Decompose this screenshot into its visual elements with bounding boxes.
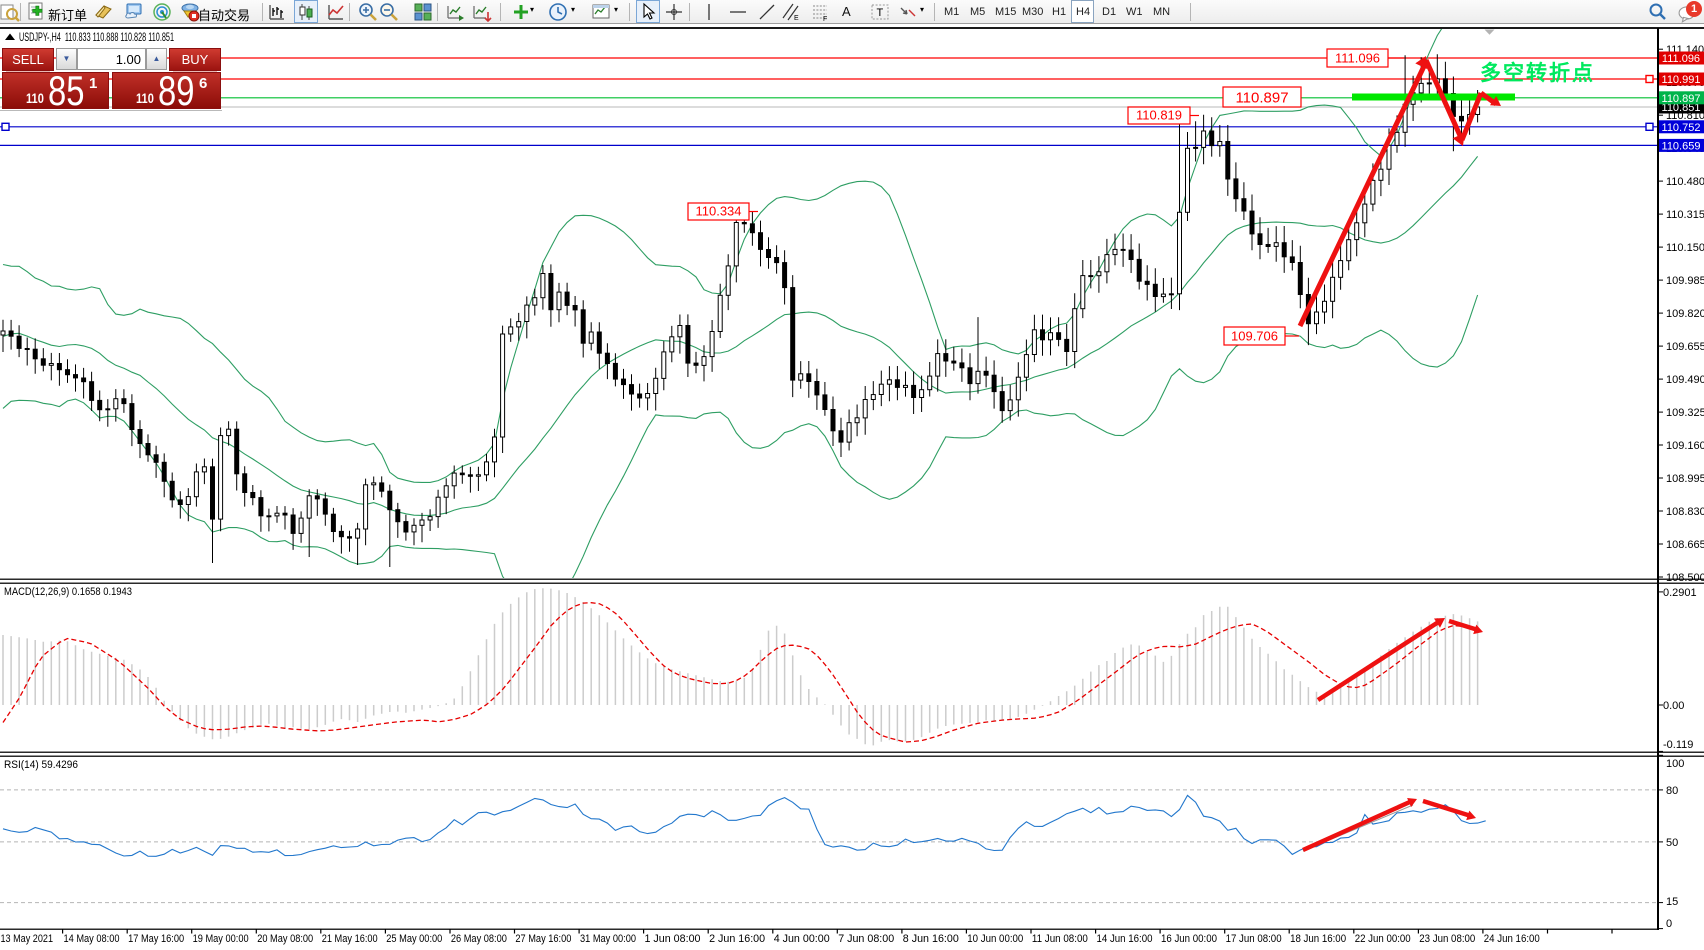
svg-text:25 May 00:00: 25 May 00:00 <box>386 933 442 945</box>
svg-text:110.150: 110.150 <box>1666 242 1704 254</box>
svg-text:15: 15 <box>1666 896 1678 908</box>
svg-text:T: T <box>877 7 884 19</box>
svg-text:13 May 2021: 13 May 2021 <box>1 933 54 945</box>
svg-text:109.820: 109.820 <box>1666 308 1704 320</box>
svg-text:多空转折点: 多空转折点 <box>1480 61 1595 85</box>
svg-text:109.706: 109.706 <box>1231 329 1278 344</box>
svg-text:80: 80 <box>1666 785 1678 797</box>
svg-text:110.752: 110.752 <box>1662 122 1701 134</box>
svg-text:14 Jun 16:00: 14 Jun 16:00 <box>1097 933 1153 945</box>
svg-text:110.480: 110.480 <box>1666 176 1704 188</box>
svg-text:17 May 16:00: 17 May 16:00 <box>128 933 184 945</box>
svg-text:111.096: 111.096 <box>1662 53 1700 65</box>
svg-text:0.00: 0.00 <box>1663 700 1684 712</box>
svg-text:108.665: 108.665 <box>1666 539 1704 551</box>
svg-text:2 Jun 16:00: 2 Jun 16:00 <box>709 933 765 945</box>
svg-text:RSI(14) 59.4296: RSI(14) 59.4296 <box>4 759 78 771</box>
svg-text:USDJPY-,H4 110.833 110.888 11: USDJPY-,H4 110.833 110.888 110.828 110.8… <box>19 30 174 44</box>
svg-text:31 May 00:00: 31 May 00:00 <box>580 933 636 945</box>
svg-text:F: F <box>823 16 827 22</box>
svg-text:110.897: 110.897 <box>1662 93 1701 105</box>
svg-text:109.490: 109.490 <box>1666 374 1704 386</box>
svg-text:110.334: 110.334 <box>695 204 741 219</box>
svg-text:17 Jun 08:00: 17 Jun 08:00 <box>1226 933 1282 945</box>
svg-text:8 Jun 16:00: 8 Jun 16:00 <box>903 933 959 945</box>
svg-text:11 Jun 08:00: 11 Jun 08:00 <box>1032 933 1088 945</box>
svg-text:109.985: 109.985 <box>1666 275 1704 287</box>
svg-text:16 Jun 00:00: 16 Jun 00:00 <box>1161 933 1217 945</box>
svg-text:7 Jun 08:00: 7 Jun 08:00 <box>838 933 894 945</box>
svg-text:109.655: 109.655 <box>1666 341 1704 353</box>
svg-text:10 Jun 00:00: 10 Jun 00:00 <box>967 933 1023 945</box>
svg-text:-0.119: -0.119 <box>1663 739 1693 751</box>
svg-text:0.2901: 0.2901 <box>1663 587 1697 599</box>
svg-text:110.659: 110.659 <box>1662 140 1701 152</box>
svg-text:4 Jun 00:00: 4 Jun 00:00 <box>774 933 830 945</box>
svg-text:20 May 08:00: 20 May 08:00 <box>257 933 313 945</box>
svg-text:E: E <box>794 15 799 22</box>
svg-text:108.500: 108.500 <box>1666 572 1704 584</box>
svg-text:18 Jun 16:00: 18 Jun 16:00 <box>1290 933 1346 945</box>
svg-text:111.096: 111.096 <box>1335 51 1380 66</box>
svg-text:110.991: 110.991 <box>1662 74 1701 86</box>
svg-text:109.325: 109.325 <box>1666 407 1704 419</box>
svg-text:22 Jun 00:00: 22 Jun 00:00 <box>1355 933 1411 945</box>
svg-text:MACD(12,26,9) 0.1658 0.1943: MACD(12,26,9) 0.1658 0.1943 <box>4 586 132 598</box>
svg-text:19 May 00:00: 19 May 00:00 <box>193 933 249 945</box>
svg-text:50: 50 <box>1666 837 1678 849</box>
svg-text:108.830: 108.830 <box>1666 506 1704 518</box>
svg-text:100: 100 <box>1666 758 1684 770</box>
svg-text:110.315: 110.315 <box>1666 209 1704 221</box>
svg-text:26 May 08:00: 26 May 08:00 <box>451 933 507 945</box>
svg-text:110.851: 110.851 <box>1662 102 1701 114</box>
svg-text:108.995: 108.995 <box>1666 473 1704 485</box>
svg-text:109.160: 109.160 <box>1666 440 1704 452</box>
svg-text:27 May 16:00: 27 May 16:00 <box>515 933 571 945</box>
svg-text:14 May 08:00: 14 May 08:00 <box>64 933 120 945</box>
svg-text:23 Jun 08:00: 23 Jun 08:00 <box>1419 933 1475 945</box>
svg-text:21 May 16:00: 21 May 16:00 <box>322 933 378 945</box>
svg-text:24 Jun 16:00: 24 Jun 16:00 <box>1484 933 1540 945</box>
svg-text:110.819: 110.819 <box>1136 108 1182 123</box>
svg-text:0: 0 <box>1666 918 1672 930</box>
svg-text:110.897: 110.897 <box>1235 90 1288 107</box>
svg-text:1 Jun 08:00: 1 Jun 08:00 <box>645 933 701 945</box>
